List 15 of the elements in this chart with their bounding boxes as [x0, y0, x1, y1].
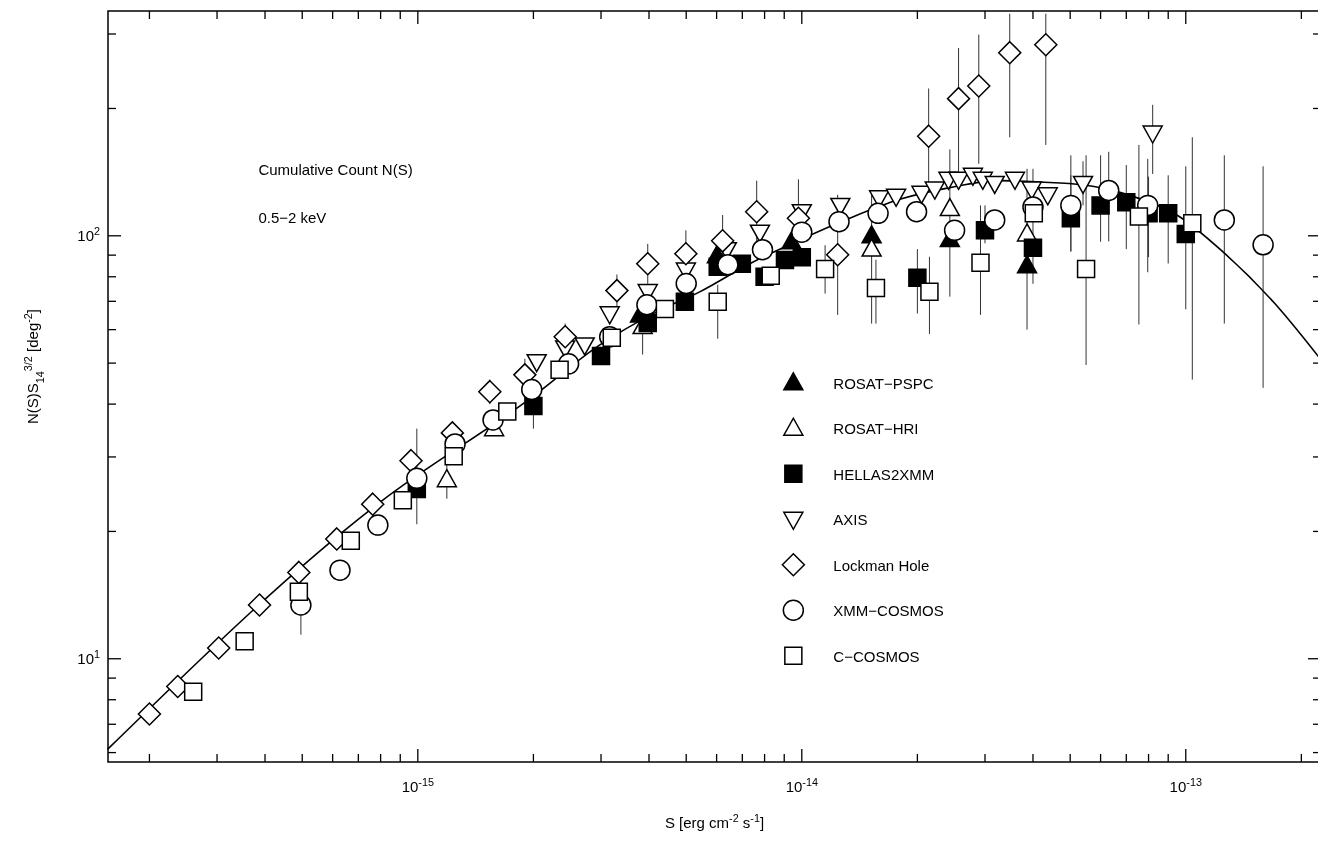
legend-label: HELLAS2XMM [833, 465, 935, 483]
x-axis-title: S [erg cm$^{-2}$ s$^{-1}$] [664, 812, 765, 831]
annotation: Cumulative Count N(S) [258, 160, 413, 178]
x-tick-label: 10$^{-15}$ [401, 776, 434, 795]
legend-label: ROSAT−HRI [833, 420, 919, 438]
legend-label: AXIS [833, 511, 868, 529]
legend-label: ROSAT−PSPC [833, 374, 934, 392]
legend-label: XMM−COSMOS [833, 602, 944, 620]
legend-label: C−COSMOS [833, 647, 920, 665]
x-tick-label: 10$^{-13}$ [1169, 776, 1202, 795]
y-tick-label: 10$^{1}$ [77, 647, 100, 667]
legend-label: Lockman Hole [833, 556, 930, 574]
annotation: 0.5−2 keV [258, 208, 327, 226]
x-tick-label: 10$^{-14}$ [785, 776, 818, 795]
y-tick-label: 10$^{2}$ [77, 224, 100, 244]
